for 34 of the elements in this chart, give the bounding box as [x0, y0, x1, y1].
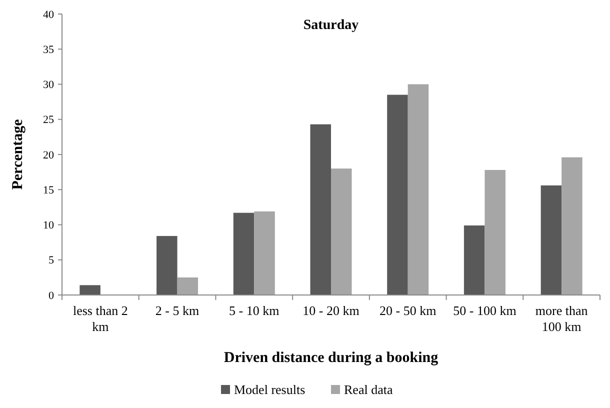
y-tick-label: 10	[43, 220, 54, 232]
bar	[540, 185, 562, 295]
bar	[464, 225, 485, 295]
x-tick-label: 20 - 50 km	[380, 303, 436, 318]
y-tick-label: 30	[43, 79, 54, 92]
bar	[331, 168, 352, 295]
bar	[254, 211, 275, 295]
bar	[387, 94, 408, 295]
x-tick-label: 2 - 5 km	[155, 303, 200, 318]
legend-label: Real data	[344, 382, 393, 397]
x-tick-label: more than 100 km	[535, 303, 588, 334]
bar	[562, 157, 582, 295]
y-tick-label: 40	[43, 8, 54, 21]
y-tick-label: 5	[48, 254, 54, 267]
legend-label: Model results	[234, 382, 306, 397]
bar	[484, 170, 506, 295]
bar	[408, 84, 429, 295]
x-tick-label: 10 - 20 km	[302, 303, 360, 318]
bar	[80, 285, 100, 295]
x-tick-label: 50 - 100 km	[453, 303, 516, 318]
x-axis-title: Driven distance during a booking	[224, 350, 439, 366]
y-tick-label: 15	[43, 184, 54, 196]
bar	[233, 212, 254, 295]
x-tick-label: less than 2 km	[72, 303, 128, 334]
chart-title: Saturday	[303, 18, 359, 33]
y-axis-title: Percentage	[10, 118, 26, 190]
y-tick-label: 20	[43, 149, 54, 162]
bar	[156, 236, 178, 295]
bar	[310, 124, 331, 295]
y-tick-label: 0	[48, 290, 54, 302]
x-tick-label: 5 - 10 km	[229, 303, 280, 318]
y-tick-label: 35	[43, 44, 54, 56]
bar	[177, 277, 198, 295]
y-tick-label: 25	[43, 114, 54, 126]
